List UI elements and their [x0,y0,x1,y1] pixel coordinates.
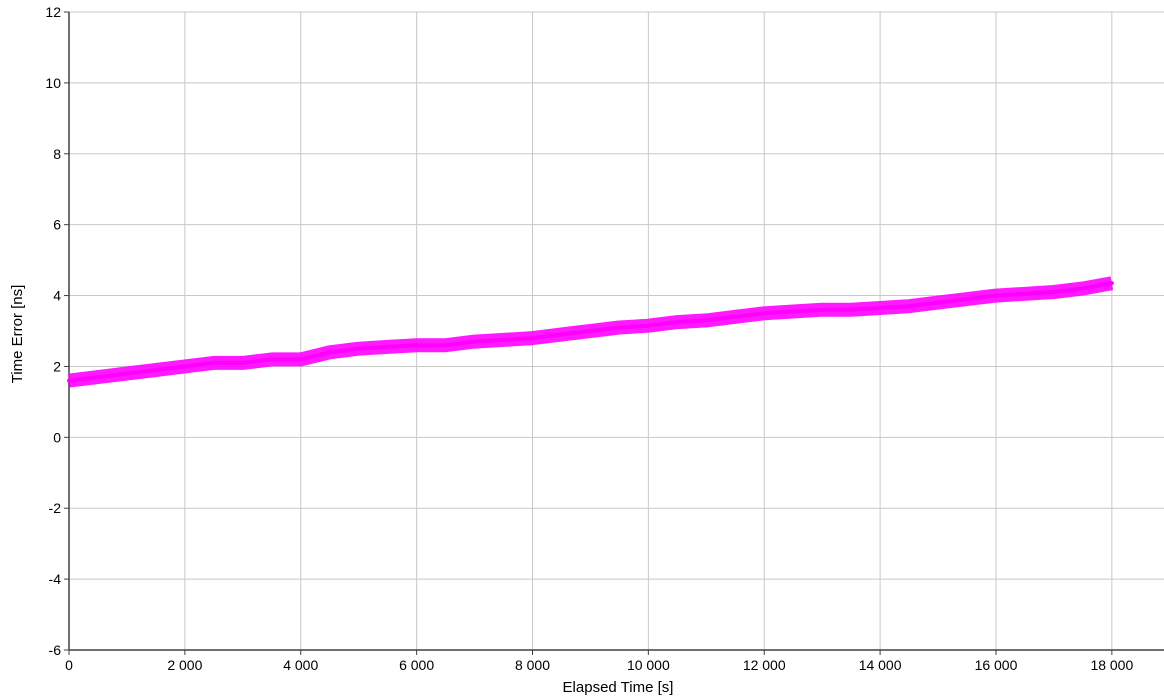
y-tick-label: -6 [49,642,62,658]
x-tick-label: 8 000 [515,657,550,673]
series-point [385,344,390,349]
tick-labels: -6 -4 -2 0 2 4 6 8 10 12 0 2 000 4 000 6 000 8 000 10 0… [45,4,1133,673]
series-point [762,311,767,316]
x-tick-label: 6 000 [399,657,434,673]
series-point [559,332,564,337]
series-point [443,343,448,348]
series-point [907,304,912,309]
series-point [327,350,332,355]
x-tick-label: 0 [65,657,73,673]
series-point [878,305,883,310]
series-point [298,357,303,362]
series-point [153,367,158,372]
axes [64,11,1164,655]
series-point [704,318,709,323]
series-point [993,293,998,298]
series-point [472,339,477,344]
y-tick-label: 0 [53,429,61,445]
y-tick-label: -4 [49,571,62,587]
series-point [791,309,796,314]
x-axis-title: Elapsed Time [s] [563,679,674,696]
series-point [733,314,738,319]
x-tick-label: 18 000 [1090,657,1133,673]
series-point [356,346,361,351]
x-tick-label: 12 000 [743,657,786,673]
series-point [849,307,854,312]
y-tick-label: -2 [49,500,62,516]
series-point [211,360,216,365]
y-tick-label: 6 [53,217,61,233]
series-point [501,337,506,342]
y-tick-label: 10 [45,75,61,91]
series-point [1022,291,1027,296]
series-point [965,297,970,302]
series-point [530,336,535,341]
series-point [646,323,651,328]
y-tick-label: 8 [53,146,61,162]
series-point [124,371,129,376]
series-point [936,300,941,305]
series-point [675,320,680,325]
series-point [588,329,593,333]
y-axis-title: Time Error [ns] [9,285,26,384]
series-point [414,343,419,348]
series-point [1109,281,1114,286]
series-point [182,364,187,369]
series-point [1051,290,1056,295]
series-point [95,375,100,380]
x-tick-label: 2 000 [167,657,202,673]
x-tick-label: 4 000 [283,657,318,673]
x-tick-label: 14 000 [859,657,902,673]
series-layer [67,276,1114,388]
y-tick-label: 4 [53,288,61,304]
x-tick-label: 10 000 [627,657,670,673]
x-tick-label: 16 000 [975,657,1018,673]
y-tick-label: 2 [53,358,61,374]
series-point [67,378,71,383]
series-point [240,360,245,365]
series-point [269,357,274,362]
series-point [617,325,622,330]
series-point [820,307,825,312]
y-tick-label: 12 [45,4,61,20]
series-point [1080,286,1085,291]
